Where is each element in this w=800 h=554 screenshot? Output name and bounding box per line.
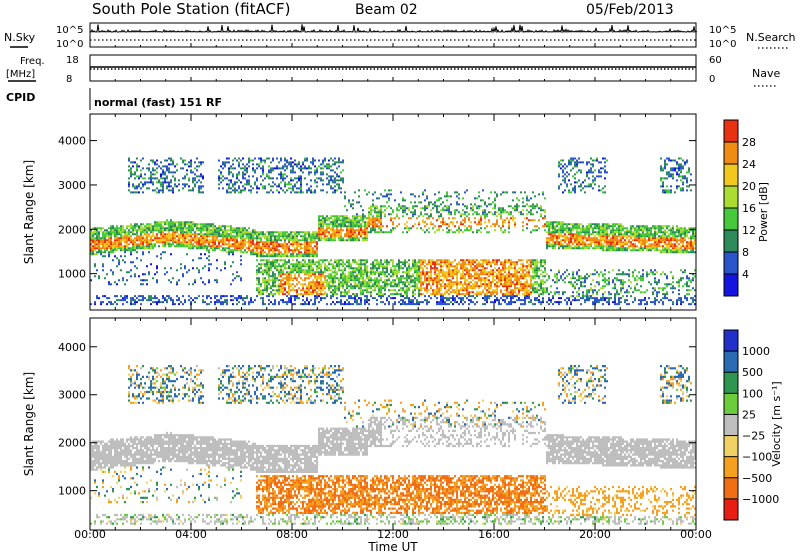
velocity-colorbar-bin bbox=[724, 330, 738, 352]
velocity-colorbar-label: −1000 bbox=[742, 493, 779, 506]
nsearch-tick-top: 10^5 bbox=[709, 25, 736, 36]
velocity-cell-group bbox=[256, 475, 546, 514]
power-colorbar-bin bbox=[724, 230, 738, 253]
velocity-x-ticks bbox=[89, 318, 697, 530]
velocity-cell-group bbox=[94, 365, 696, 517]
velocity-heatmap bbox=[90, 365, 696, 525]
power-colorbar-title: Power [dB] bbox=[757, 182, 770, 242]
date-label: 05/Feb/2013 bbox=[586, 2, 674, 18]
velocity-colorbar-bin bbox=[724, 498, 738, 521]
power-colorbar-label: 28 bbox=[742, 136, 756, 149]
nsky-label: N.Sky bbox=[4, 31, 36, 44]
x-axis-title: Time UT bbox=[367, 540, 418, 554]
power-colorbar-label: 12 bbox=[742, 224, 756, 237]
freq-trace bbox=[89, 66, 697, 81]
power-y-ticks: 1000 2000 3000 4000 bbox=[58, 135, 696, 281]
nsky-trace bbox=[89, 24, 698, 47]
power-colorbar-bin bbox=[724, 252, 738, 275]
y-tick-label: 3000 bbox=[58, 179, 86, 192]
power-colorbar-bin bbox=[724, 186, 738, 209]
x-tick-label: 04:00 bbox=[175, 528, 207, 541]
power-colorbar-label: 24 bbox=[742, 158, 756, 171]
nave-tick-bottom: 0 bbox=[709, 74, 715, 85]
power-cell-group bbox=[90, 205, 696, 298]
power-colorbar-label: 16 bbox=[742, 202, 756, 215]
freq-tick-bottom: 8 bbox=[66, 74, 72, 85]
velocity-colorbar-label: −25 bbox=[742, 430, 765, 443]
velocity-colorbar-label: 100 bbox=[742, 387, 763, 400]
nsky-tick-top: 10^5 bbox=[56, 25, 83, 36]
nsearch-tick-bottom: 10^0 bbox=[709, 39, 736, 50]
y-tick-label: 1000 bbox=[58, 268, 86, 281]
cpid-label: CPID bbox=[6, 91, 35, 104]
plot-title: South Pole Station (fitACF) bbox=[92, 0, 290, 18]
freq-label: Freq. bbox=[20, 56, 45, 67]
power-colorbar-label: 4 bbox=[742, 268, 749, 281]
power-heatmap bbox=[90, 157, 696, 306]
velocity-colorbar-label: 500 bbox=[742, 366, 763, 379]
y-tick-label: 2000 bbox=[58, 437, 86, 450]
beam-label: Beam 02 bbox=[355, 2, 418, 18]
x-tick-label: 00:00 bbox=[74, 528, 106, 541]
nave-tick-top: 60 bbox=[709, 55, 722, 66]
power-cell-group bbox=[90, 157, 696, 306]
power-colorbar-bin bbox=[724, 274, 738, 297]
cpid-mode: normal (fast) 151 RF bbox=[94, 96, 222, 109]
power-colorbar-bin bbox=[724, 142, 738, 165]
nsky-tick-bottom: 10^0 bbox=[56, 39, 83, 50]
velocity-colorbar-label: −500 bbox=[742, 472, 772, 485]
x-tick-label: 00:00 bbox=[680, 528, 712, 541]
velocity-colorbar-bin bbox=[724, 477, 738, 500]
power-cell-group bbox=[90, 157, 696, 306]
velocity-colorbar-bin bbox=[724, 435, 738, 458]
freq-tick-top: 18 bbox=[66, 55, 79, 66]
nsky-series bbox=[89, 24, 698, 34]
power-colorbar-bin bbox=[724, 164, 738, 187]
y-tick-label: 4000 bbox=[58, 341, 86, 354]
x-tick-label: 08:00 bbox=[276, 528, 308, 541]
velocity-y-ticks: 1000 2000 3000 4000 bbox=[58, 341, 696, 498]
power-colorbar-bin bbox=[724, 208, 738, 231]
x-tick-label: 12:00 bbox=[377, 528, 409, 541]
power-cell-group bbox=[90, 157, 696, 298]
nsearch-label: N.Search bbox=[746, 31, 796, 44]
y-tick-label: 1000 bbox=[58, 485, 86, 498]
y-tick-label: 2000 bbox=[58, 223, 86, 236]
power-colorbar: 4 8 12 16 20 24 28 bbox=[723, 119, 756, 297]
velocity-colorbar-label: 25 bbox=[742, 408, 756, 421]
power-colorbar-label: 20 bbox=[742, 180, 756, 193]
power-x-ticks bbox=[89, 114, 697, 310]
power-colorbar-bin bbox=[724, 120, 738, 143]
power-panel: 1000 2000 3000 4000 Slant Range [km] bbox=[22, 113, 697, 311]
velocity-colorbar-label: 1000 bbox=[742, 345, 770, 358]
power-ylabel: Slant Range [km] bbox=[22, 160, 36, 264]
velocity-panel: 1000 2000 3000 4000 Slant Range [km] bbox=[22, 317, 697, 531]
nave-label: Nave bbox=[752, 67, 780, 80]
x-tick-label: 16:00 bbox=[478, 528, 510, 541]
velocity-colorbar-bin bbox=[724, 393, 738, 415]
velocity-ylabel: Slant Range [km] bbox=[22, 372, 36, 476]
y-tick-label: 3000 bbox=[58, 389, 86, 402]
velocity-colorbar-label: −100 bbox=[742, 451, 772, 464]
freq-unit-label: [MHz] bbox=[6, 69, 35, 80]
velocity-cell-group bbox=[90, 365, 696, 525]
y-tick-label: 4000 bbox=[58, 135, 86, 148]
velocity-colorbar-bin bbox=[724, 372, 738, 394]
velocity-colorbar-bin bbox=[724, 414, 738, 437]
velocity-colorbar-frame bbox=[723, 329, 739, 521]
x-tick-labels: 00:00 04:00 08:00 12:00 16:00 20:00 00:00 bbox=[74, 528, 712, 541]
velocity-colorbar-bin bbox=[724, 456, 738, 479]
x-tick-label: 20:00 bbox=[579, 528, 611, 541]
velocity-colorbar: 1000 500 100 25 −25 −100 −500 −1000 bbox=[723, 329, 779, 521]
power-colorbar-label: 8 bbox=[742, 246, 749, 259]
velocity-cell-group bbox=[94, 365, 692, 504]
velocity-colorbar-bin bbox=[724, 351, 738, 373]
velocity-colorbar-title: Velocity [m s⁻¹] bbox=[770, 381, 783, 466]
